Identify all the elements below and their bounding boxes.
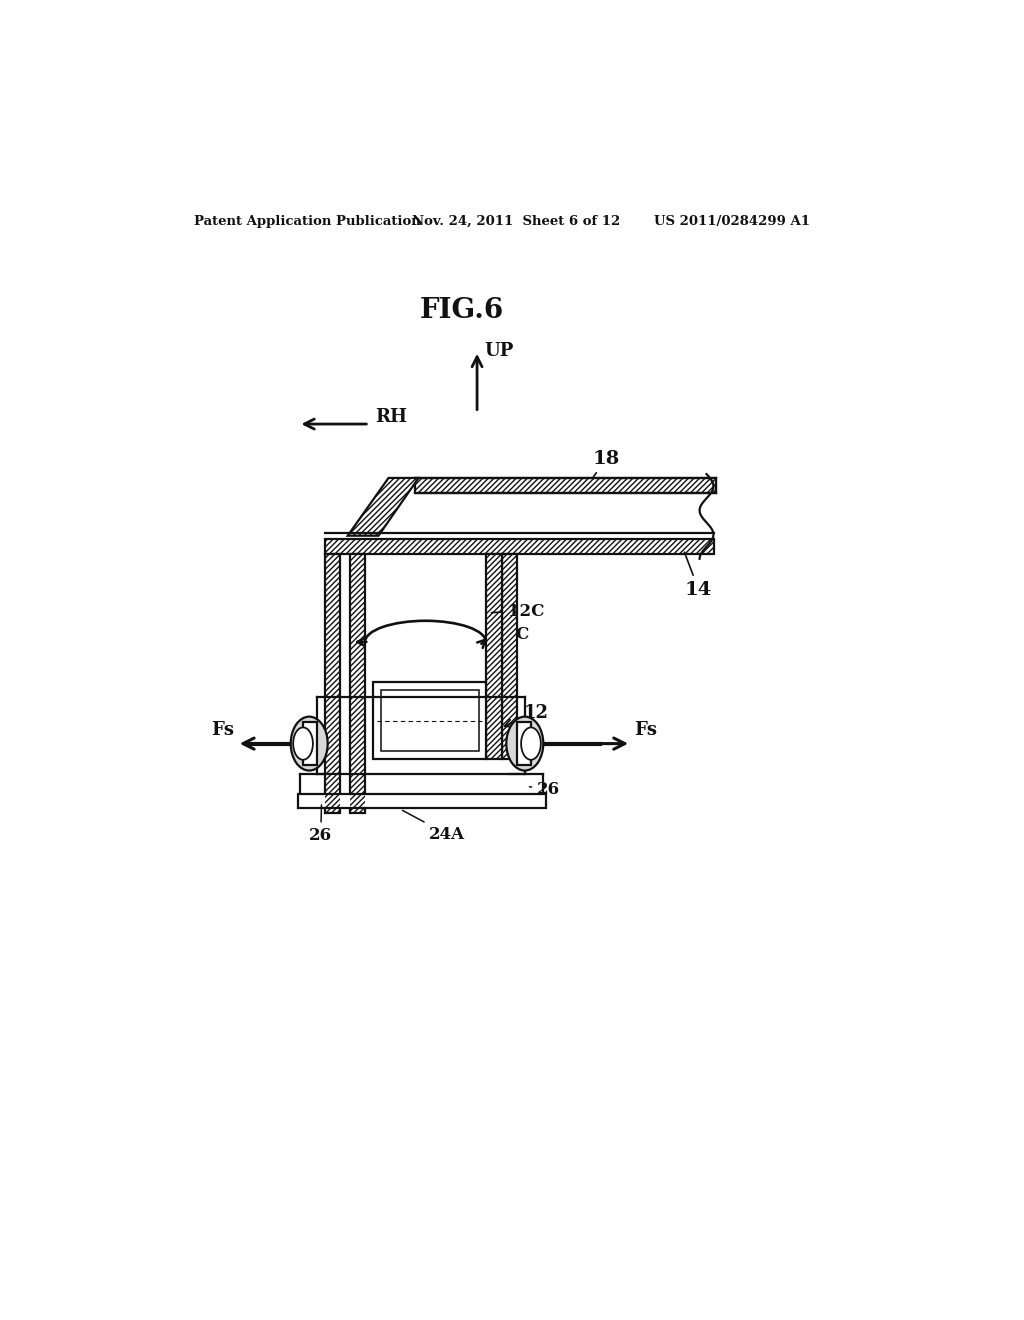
Ellipse shape [521,727,541,760]
Bar [416,478,716,494]
Text: Nov. 24, 2011  Sheet 6 of 12: Nov. 24, 2011 Sheet 6 of 12 [412,215,620,228]
Bar [325,554,340,813]
Bar [502,554,517,759]
Bar [486,554,502,759]
Bar [381,689,478,751]
Ellipse shape [291,717,328,771]
Text: 24A: 24A [402,810,466,843]
Text: 12C: 12C [492,603,544,619]
Ellipse shape [293,727,313,760]
Bar [502,554,517,759]
Bar [325,539,714,554]
Text: 12: 12 [505,704,548,727]
Text: C: C [515,626,528,643]
Text: 14: 14 [684,552,713,598]
Text: Fs: Fs [211,721,233,739]
Text: RH: RH [376,408,408,426]
Bar [373,682,486,759]
Bar [350,554,366,813]
Text: FIG.6: FIG.6 [420,297,504,325]
Bar [325,539,714,554]
Bar [325,554,340,813]
Text: UP: UP [484,342,514,360]
Text: 18: 18 [593,450,620,478]
Polygon shape [348,478,419,536]
Bar [517,722,531,766]
Ellipse shape [506,717,544,771]
Text: 26: 26 [309,805,333,845]
Text: 26: 26 [529,781,560,799]
Bar [350,554,366,813]
Text: Fs: Fs [634,721,657,739]
Bar [298,795,547,808]
Bar [303,722,316,766]
Text: Patent Application Publication: Patent Application Publication [194,215,421,228]
Bar [486,554,502,759]
Text: US 2011/0284299 A1: US 2011/0284299 A1 [654,215,810,228]
Bar [416,478,716,494]
